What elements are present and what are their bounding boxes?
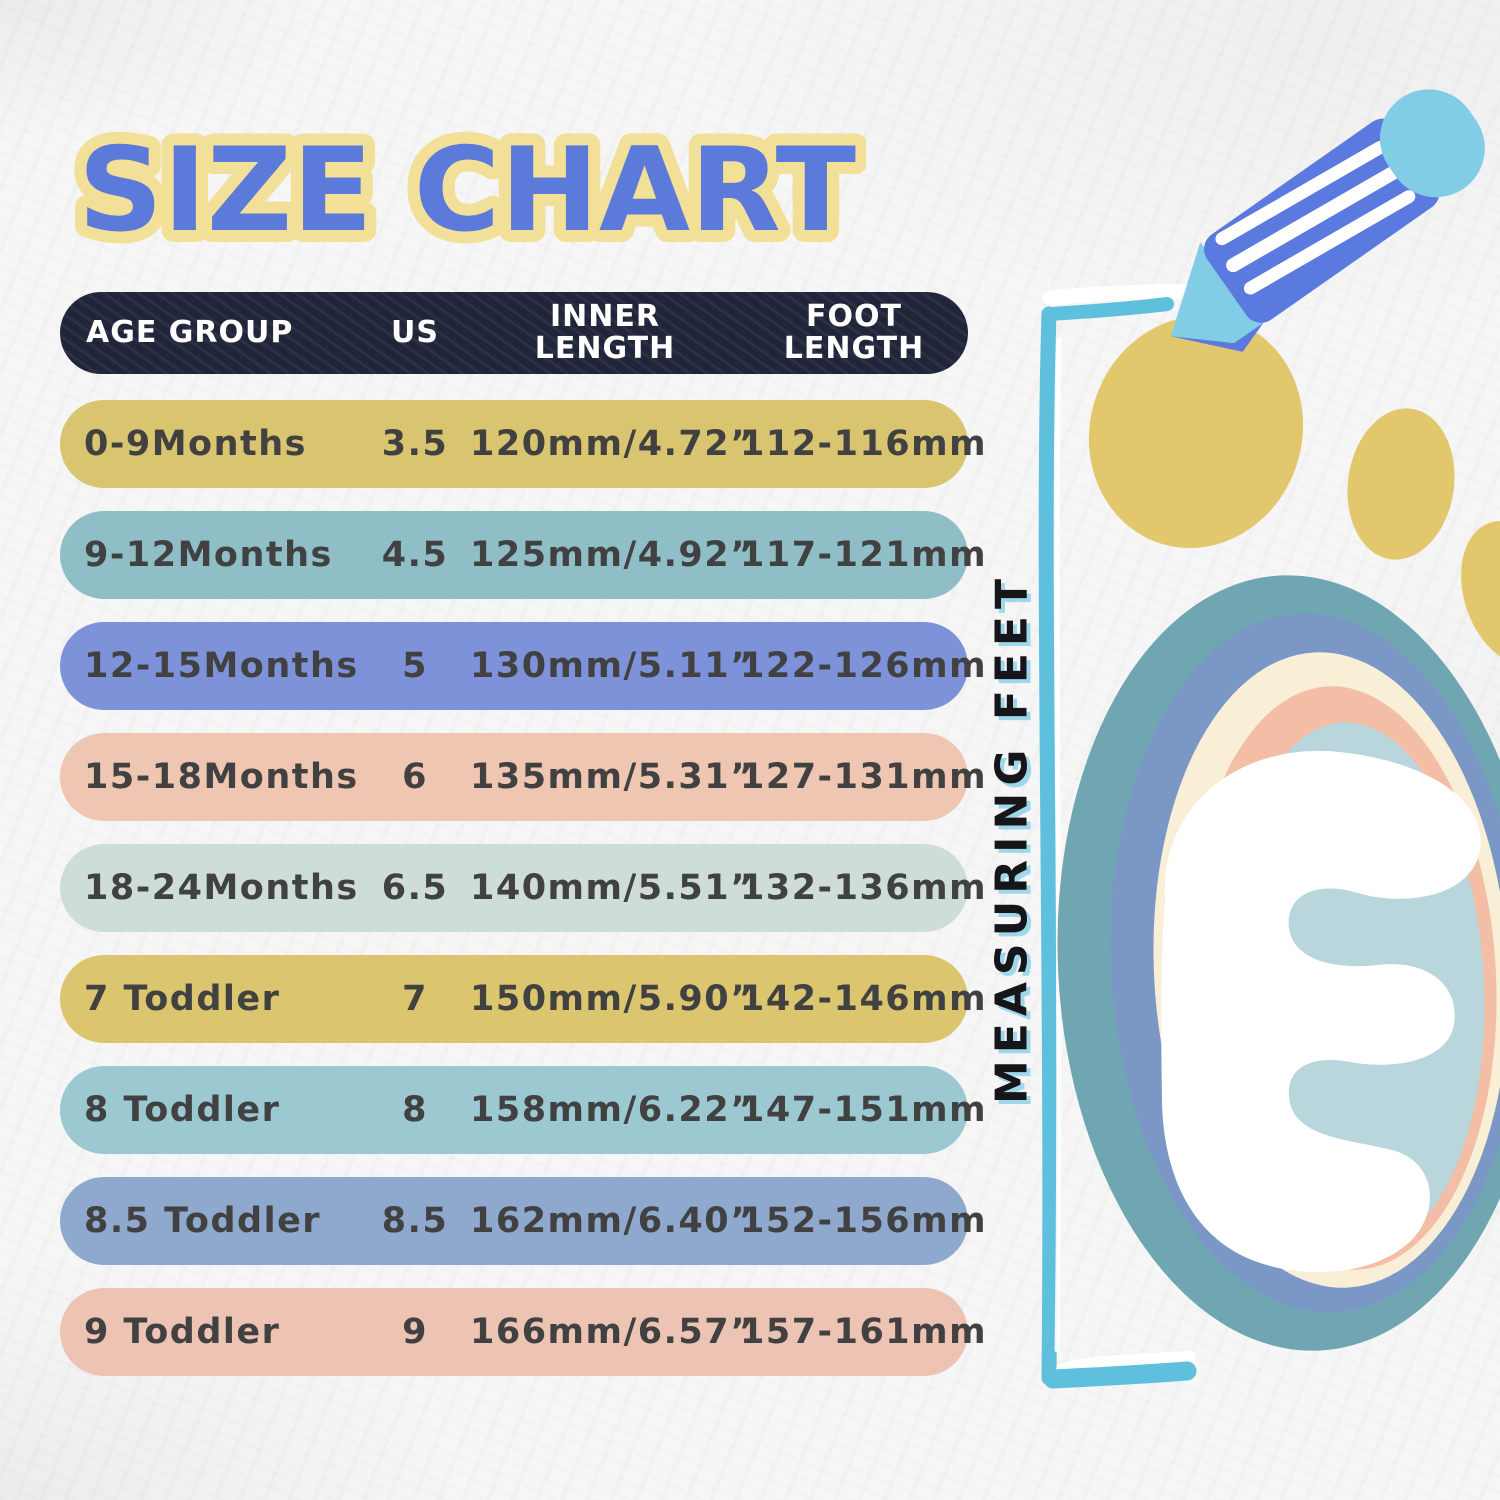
table-row: 9 Toddler 9 166mm/6.57” 157-161mm [60,1288,986,1376]
table-row: 7 Toddler 7 150mm/5.90” 142-146mm [60,955,986,1043]
header-foot-length: FOOT LENGTH [783,298,925,366]
cell-age-group: 8 Toddler [84,1090,281,1130]
cell-us-size: 8 [402,1090,428,1130]
cell-us-size: 6.5 [381,868,449,908]
table-row: 12-15Months 5 130mm/5.11” 122-126mm [60,622,986,710]
cell-foot-length: 112-116mm [740,424,988,464]
cell-age-group: 12-15Months [84,646,359,686]
cell-age-group: 0-9Months [84,424,308,464]
cell-foot-length: 127-131mm [740,757,988,797]
cell-inner-length: 162mm/6.40” [470,1201,755,1241]
cell-inner-length: 135mm/5.31” [470,757,755,797]
page-title-art: SIZE CHART [70,111,866,264]
table-row: 15-18Months 6 135mm/5.31” 127-131mm [60,733,986,821]
cell-inner-length: 130mm/5.11” [470,646,755,686]
footprint-illustration [1057,316,1500,1351]
cell-age-group: 18-24Months [84,868,359,908]
cell-us-size: 5 [402,646,428,686]
table-header: AGE GROUP US INNER LENGTH FOOT LENGTH [60,292,968,374]
cell-foot-length: 122-126mm [740,646,988,686]
header-inner-length: INNER LENGTH [534,298,676,366]
cell-foot-length: 132-136mm [740,868,988,908]
foot-sole-rings [1057,575,1500,1351]
cell-foot-length: 117-121mm [740,535,988,575]
table-row: 9-12Months 4.5 125mm/4.92” 117-121mm [60,511,986,599]
size-table: AGE GROUP US INNER LENGTH FOOT LENGTH 0-… [60,292,986,1399]
cell-foot-length: 147-151mm [740,1090,988,1130]
cell-foot-length: 157-161mm [740,1312,988,1352]
table-row: 8 Toddler 8 158mm/6.22” 147-151mm [60,1066,986,1154]
cell-age-group: 8.5 Toddler [84,1201,322,1241]
cell-us-size: 9 [402,1312,428,1352]
header-age-group: AGE GROUP [86,314,294,350]
page-title: SIZE CHART [78,123,856,258]
cell-us-size: 7 [402,979,428,1019]
cell-foot-length: 152-156mm [740,1201,988,1241]
cell-us-size: 3.5 [381,424,449,464]
cell-inner-length: 125mm/4.92” [470,535,755,575]
cell-age-group: 9-12Months [84,535,333,575]
cell-inner-length: 150mm/5.90” [470,979,755,1019]
cell-inner-length: 120mm/4.72” [470,424,755,464]
cell-age-group: 7 Toddler [84,979,281,1019]
cell-us-size: 8.5 [381,1201,449,1241]
header-us: US [391,314,439,350]
cell-foot-length: 142-146mm [740,979,988,1019]
measuring-line-icon [1038,284,1295,1389]
toe-shapes [1088,316,1500,665]
measuring-feet-label: MEASURING FEET [986,571,1038,1105]
cell-us-size: 6 [402,757,428,797]
table-row: 18-24Months 6.5 140mm/5.51” 132-136mm [60,844,986,932]
cell-inner-length: 166mm/6.57” [470,1312,755,1352]
cell-inner-length: 158mm/6.22” [470,1090,755,1130]
cell-age-group: 9 Toddler [84,1312,281,1352]
cell-us-size: 4.5 [381,535,449,575]
foot-swirl [1161,750,1481,1273]
cell-age-group: 15-18Months [84,757,359,797]
pencil-icon [1170,89,1485,352]
table-row: 8.5 Toddler 8.5 162mm/6.40” 152-156mm [60,1177,986,1265]
table-row: 0-9Months 3.5 120mm/4.72” 112-116mm [60,400,986,488]
cell-inner-length: 140mm/5.51” [470,868,755,908]
